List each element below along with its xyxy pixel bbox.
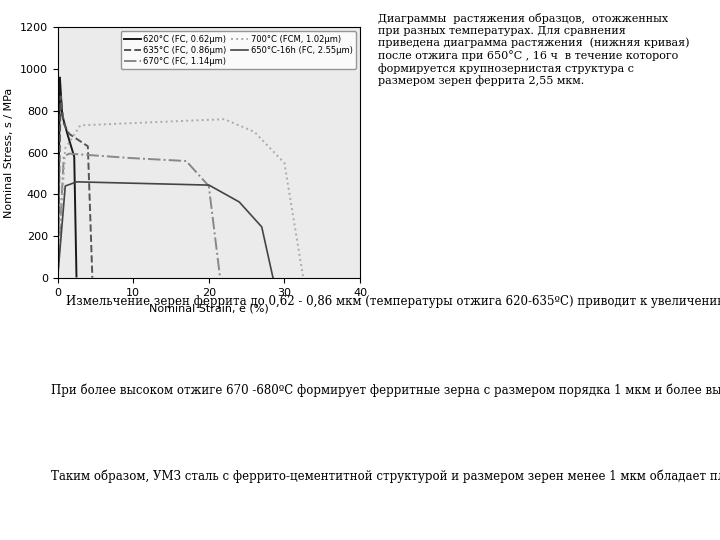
670°C (FC, 1.14μm)	[161, 157, 170, 163]
670°C (FC, 1.14μm)	[163, 157, 171, 163]
670°C (FC, 1.14μm)	[181, 158, 189, 164]
650°C-16h (FC, 2.55μm)	[72, 179, 81, 185]
Text: Таким образом, УМЗ сталь с феррито-цементитной структурой и размером зерен менее: Таким образом, УМЗ сталь с феррито-цемен…	[36, 470, 720, 483]
650°C-16h (FC, 2.55μm)	[269, 275, 277, 281]
700°C (FCM, 1.02μm)	[153, 119, 161, 125]
620°C (FC, 0.62μm)	[71, 228, 80, 234]
620°C (FC, 0.62μm)	[60, 123, 69, 129]
670°C (FC, 1.14μm)	[153, 156, 162, 163]
Text: Диаграммы  растяжения образцов,  отожженных
при разных температурах. Для сравнен: Диаграммы растяжения образцов, отожженны…	[378, 14, 690, 86]
Legend: 620°C (FC, 0.62μm), 635°C (FC, 0.86μm), 670°C (FC, 1.14μm), 700°C (FCM, 1.02μm),: 620°C (FC, 0.62μm), 635°C (FC, 0.86μm), …	[121, 31, 356, 69]
700°C (FCM, 1.02μm)	[53, 274, 62, 281]
635°C (FC, 0.86μm)	[88, 274, 96, 281]
650°C-16h (FC, 2.55μm)	[118, 180, 127, 186]
620°C (FC, 0.62μm)	[72, 273, 81, 280]
650°C-16h (FC, 2.55μm)	[154, 180, 163, 187]
635°C (FC, 0.86μm)	[84, 143, 92, 149]
670°C (FC, 1.14μm)	[65, 150, 73, 157]
670°C (FC, 1.14μm)	[53, 274, 62, 281]
635°C (FC, 0.86μm)	[85, 180, 94, 186]
Line: 700°C (FCM, 1.02μm): 700°C (FCM, 1.02μm)	[58, 119, 303, 278]
650°C-16h (FC, 2.55μm)	[53, 274, 62, 281]
Line: 650°C-16h (FC, 2.55μm): 650°C-16h (FC, 2.55μm)	[58, 182, 273, 278]
635°C (FC, 0.86μm)	[56, 93, 65, 99]
Text: При более высоком отжиге 670 -680ºC формирует ферритные зерна с размером порядка: При более высоком отжиге 670 -680ºC форм…	[36, 383, 720, 397]
620°C (FC, 0.62μm)	[55, 75, 64, 81]
670°C (FC, 1.14μm)	[145, 156, 153, 162]
700°C (FCM, 1.02μm)	[299, 275, 307, 281]
670°C (FC, 1.14μm)	[216, 275, 225, 281]
670°C (FC, 1.14μm)	[97, 153, 106, 159]
650°C-16h (FC, 2.55μm)	[174, 181, 182, 187]
620°C (FC, 0.62μm)	[70, 164, 78, 170]
620°C (FC, 0.62μm)	[53, 272, 62, 278]
700°C (FCM, 1.02μm)	[140, 119, 149, 126]
620°C (FC, 0.62μm)	[66, 138, 74, 145]
Line: 620°C (FC, 0.62μm): 620°C (FC, 0.62μm)	[58, 78, 76, 276]
700°C (FCM, 1.02μm)	[275, 154, 284, 161]
700°C (FCM, 1.02μm)	[140, 119, 149, 126]
Text: Измельчение зерен феррита до 0,62 - 0,86 мкм (температуры отжига 620-635ºC) прив: Измельчение зерен феррита до 0,62 - 0,86…	[36, 294, 720, 308]
700°C (FCM, 1.02μm)	[220, 116, 228, 123]
700°C (FCM, 1.02μm)	[197, 117, 205, 123]
650°C-16h (FC, 2.55μm)	[125, 180, 134, 186]
650°C-16h (FC, 2.55μm)	[68, 180, 76, 187]
635°C (FC, 0.86μm)	[55, 158, 64, 165]
620°C (FC, 0.62μm)	[70, 153, 78, 159]
635°C (FC, 0.86μm)	[69, 133, 78, 140]
700°C (FCM, 1.02μm)	[61, 144, 70, 151]
Y-axis label: Nominal Stress, s / MPa: Nominal Stress, s / MPa	[4, 87, 14, 218]
635°C (FC, 0.86μm)	[53, 273, 62, 279]
650°C-16h (FC, 2.55μm)	[175, 181, 184, 187]
Line: 670°C (FC, 1.14μm): 670°C (FC, 1.14μm)	[58, 153, 220, 278]
635°C (FC, 0.86μm)	[64, 130, 73, 137]
X-axis label: Nominal Strain, e (%): Nominal Strain, e (%)	[149, 303, 269, 313]
635°C (FC, 0.86μm)	[55, 128, 64, 134]
Line: 635°C (FC, 0.86μm): 635°C (FC, 0.86μm)	[58, 96, 92, 278]
620°C (FC, 0.62μm)	[71, 203, 79, 210]
